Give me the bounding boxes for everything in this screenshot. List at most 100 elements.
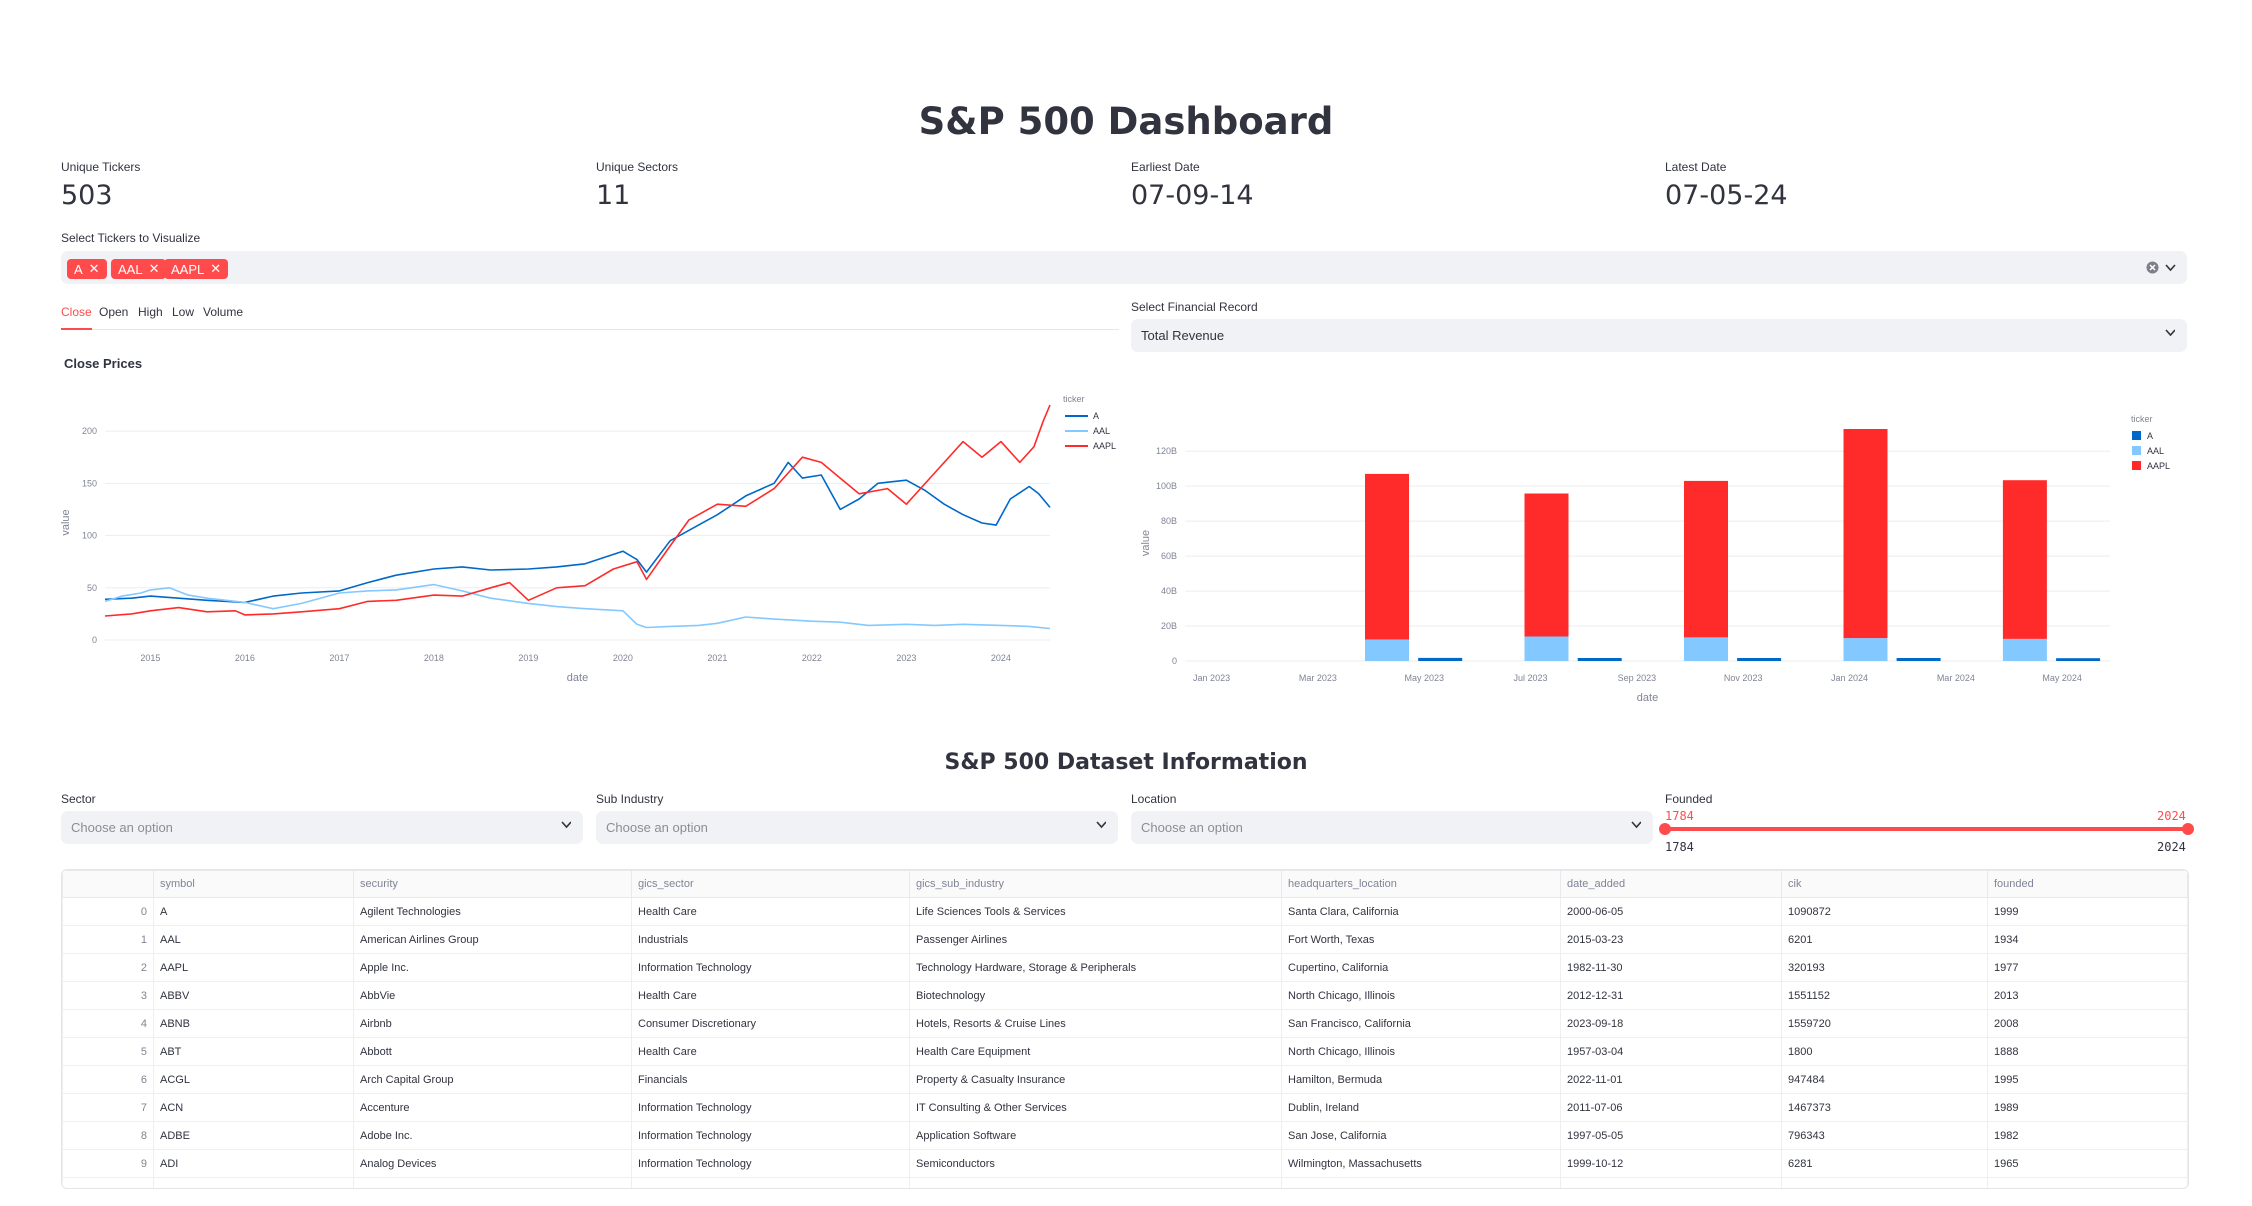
table-cell[interactable]: ACGL [153,1065,354,1094]
table-cell[interactable]: 1999 [1987,897,2188,926]
table-cell[interactable]: Hamilton, Bermuda [1281,1065,1561,1094]
row-index-cell[interactable]: 3 [62,981,154,1010]
table-cell[interactable]: 2011-07-06 [1560,1093,1782,1122]
table-cell[interactable]: 1467373 [1781,1093,1988,1122]
table-cell[interactable]: ABNB [153,1009,354,1038]
table-cell[interactable]: 1559720 [1781,1009,1988,1038]
table-cell[interactable]: Wilmington, Massachusetts [1281,1149,1561,1178]
table-cell[interactable]: Agilent Technologies [353,897,632,926]
table-cell[interactable]: Health Care [631,1037,910,1066]
column-header-gics-sub-industry[interactable]: gics_sub_industry [909,870,1282,898]
table-cell[interactable] [1987,1177,2188,1188]
table-row[interactable]: 0 A Agilent Technologies Health Care Life Sc… [62,897,2188,926]
table-cell[interactable]: 6201 [1781,925,1988,954]
tab-high[interactable]: High [138,305,163,319]
table-cell[interactable]: Accenture [353,1093,632,1122]
table-cell[interactable]: AAL [153,925,354,954]
table-row[interactable]: 8 ADBE Adobe Inc. Information Technology App… [62,1121,2188,1150]
ticker-tag-aal[interactable]: AAL ✕ [111,259,167,279]
table-cell[interactable]: Health Care Equipment [909,1037,1282,1066]
table-row[interactable]: 1 AAL American Airlines Group Industrials Pa… [62,925,2188,954]
table-cell[interactable]: 2022-11-01 [1560,1065,1782,1094]
table-cell[interactable]: Cupertino, California [1281,953,1561,982]
dataset-table-frame[interactable]: symbol security gics_sector gics_sub_ind… [61,869,2189,1189]
table-cell[interactable]: San Jose, California [1281,1121,1561,1150]
table-cell[interactable] [353,1177,632,1188]
slider-low-handle[interactable] [1659,823,1671,835]
table-cell[interactable]: 1800 [1781,1037,1988,1066]
table-cell[interactable]: Arch Capital Group [353,1065,632,1094]
sub-industry-select[interactable]: Choose an option [596,811,1118,844]
table-cell[interactable]: Information Technology [631,953,910,982]
table-cell[interactable]: 1888 [1987,1037,2188,1066]
table-cell[interactable]: Financials [631,1065,910,1094]
table-cell[interactable]: Life Sciences Tools & Services [909,897,1282,926]
table-cell[interactable]: Health Care [631,897,910,926]
table-cell[interactable]: Information Technology [631,1093,910,1122]
table-cell[interactable] [1281,1177,1561,1188]
table-cell[interactable]: 2008 [1987,1009,2188,1038]
table-cell[interactable]: ADI [153,1149,354,1178]
table-cell[interactable]: 1965 [1987,1149,2188,1178]
table-cell[interactable]: ABT [153,1037,354,1066]
row-index-cell[interactable]: 5 [62,1037,154,1066]
row-index-cell[interactable]: 6 [62,1065,154,1094]
table-cell[interactable]: Technology Hardware, Storage & Periphera… [909,953,1282,982]
dataset-table[interactable]: symbol security gics_sector gics_sub_ind… [62,870,2188,1188]
row-index-cell[interactable]: 4 [62,1009,154,1038]
row-index-cell[interactable]: 9 [62,1149,154,1178]
financial-bar-chart[interactable]: 0 20B 40B 60B 80B 100B 120B Jan 2023 Mar 2023 May… [1135,405,2195,705]
table-cell[interactable]: 1551152 [1781,981,1988,1010]
table-cell[interactable]: Abbott [353,1037,632,1066]
table-cell[interactable]: 6281 [1781,1149,1988,1178]
table-cell[interactable] [909,1177,1282,1188]
column-header-symbol[interactable]: symbol [153,870,354,898]
table-cell[interactable]: Information Technology [631,1121,910,1150]
table-cell[interactable]: ADBE [153,1121,354,1150]
table-cell[interactable]: 1989 [1987,1093,2188,1122]
table-cell[interactable]: Analog Devices [353,1149,632,1178]
column-header-security[interactable]: security [353,870,632,898]
row-index-cell[interactable]: 0 [62,897,154,926]
table-cell[interactable]: 947484 [1781,1065,1988,1094]
table-cell[interactable]: Property & Casualty Insurance [909,1065,1282,1094]
table-cell[interactable]: 1090872 [1781,897,1988,926]
table-row[interactable]: 5 ABT Abbott Health Care Health Care Equipme… [62,1037,2188,1066]
table-cell[interactable]: San Francisco, California [1281,1009,1561,1038]
table-cell[interactable]: 1977 [1987,953,2188,982]
column-header-date-added[interactable]: date_added [1560,870,1782,898]
table-cell[interactable]: A [153,897,354,926]
table-cell[interactable]: 2023-09-18 [1560,1009,1782,1038]
table-cell[interactable]: Health Care [631,981,910,1010]
ticker-tag-aapl[interactable]: AAPL ✕ [164,259,229,279]
table-cell[interactable]: AAPL [153,953,354,982]
table-cell[interactable] [1560,1177,1782,1188]
tab-low[interactable]: Low [172,305,195,319]
close-icon[interactable]: ✕ [88,261,100,276]
table-cell[interactable]: 1934 [1987,925,2188,954]
table-cell[interactable]: Information Technology [631,1149,910,1178]
table-cell[interactable]: ACN [153,1093,354,1122]
table-row[interactable]: 6 ACGL Arch Capital Group Financials Propert… [62,1065,2188,1094]
row-index-cell[interactable]: 7 [62,1093,154,1122]
ticker-multiselect[interactable]: A ✕ AAL ✕ AAPL ✕ [61,251,2187,284]
table-cell[interactable]: 1997-05-05 [1560,1121,1782,1150]
table-cell[interactable]: 1999-10-12 [1560,1149,1782,1178]
table-cell[interactable]: 1982 [1987,1121,2188,1150]
table-cell[interactable]: Semiconductors [909,1149,1282,1178]
table-cell[interactable]: 796343 [1781,1121,1988,1150]
row-index-cell[interactable]: 2 [62,953,154,982]
close-price-line-chart[interactable]: 0 50 100 150 200 2015 2016 2017 2018 2019 2020 2021… [55,385,1135,685]
table-cell[interactable]: Hotels, Resorts & Cruise Lines [909,1009,1282,1038]
tab-close[interactable]: Close [61,305,92,330]
table-cell[interactable]: 2013 [1987,981,2188,1010]
location-select[interactable]: Choose an option [1131,811,1653,844]
table-cell[interactable]: Consumer Discretionary [631,1009,910,1038]
table-cell[interactable]: Industrials [631,925,910,954]
table-row[interactable] [62,1177,2188,1188]
table-cell[interactable]: 1982-11-30 [1560,953,1782,982]
table-cell[interactable]: ABBV [153,981,354,1010]
tab-volume[interactable]: Volume [203,305,244,319]
column-header-cik[interactable]: cik [1781,870,1988,898]
table-cell[interactable] [62,1177,154,1188]
